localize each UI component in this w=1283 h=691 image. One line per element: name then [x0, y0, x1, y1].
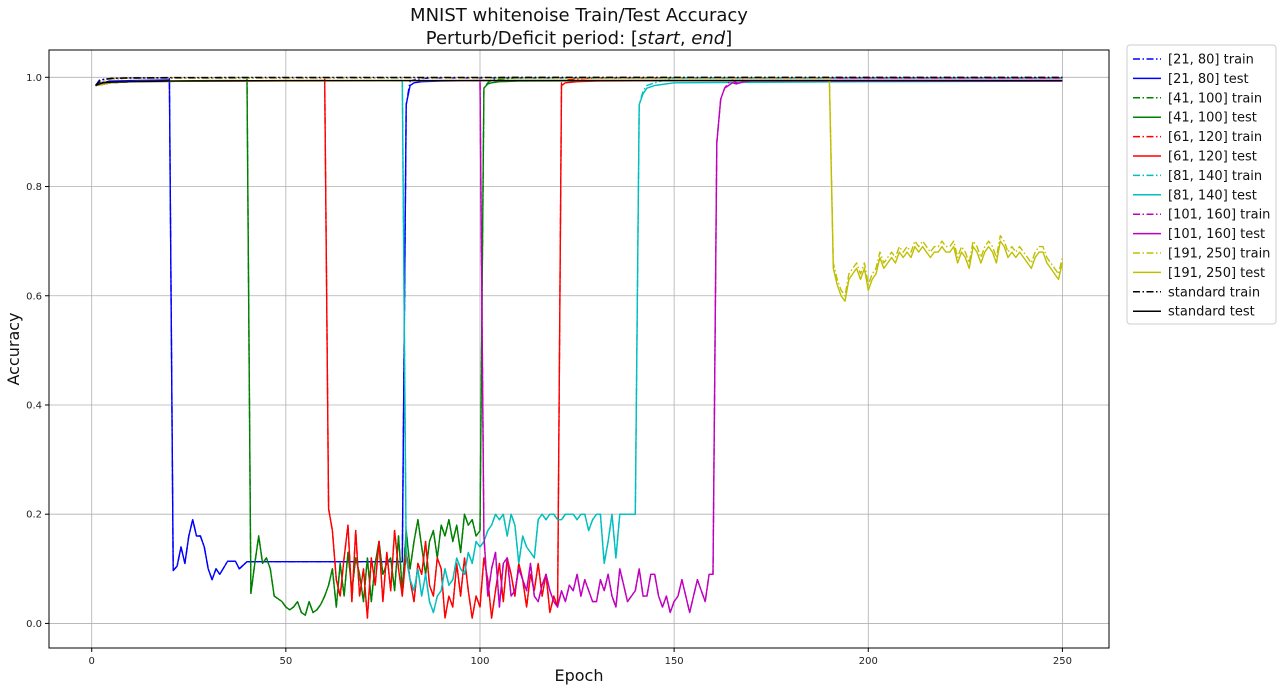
subtitle-start: start — [638, 28, 681, 49]
subtitle-separator: , — [680, 28, 691, 49]
subtitle-suffix: ] — [725, 28, 732, 49]
series-line-61-120-train — [95, 77, 1063, 619]
series-line-191-250-test — [95, 79, 1064, 302]
x-tick-label: 50 — [279, 656, 292, 667]
x-tick-label: 100 — [470, 656, 489, 667]
legend-label: standard train — [1168, 285, 1260, 300]
legend-label: [101, 160] train — [1168, 208, 1270, 223]
y-tick-label: 0.4 — [26, 400, 42, 411]
legend-label: [191, 250] train — [1168, 247, 1270, 262]
x-tick-label: 150 — [665, 656, 684, 667]
series-line-191-250-train — [95, 77, 1064, 297]
axis-ticks: 0 50 100 150 200 250 0.0 0.2 0.4 0.6 0.8 1.0 — [26, 73, 1072, 667]
legend-label: [21, 80] train — [1168, 53, 1254, 68]
legend-label: [41, 100] test — [1168, 111, 1257, 126]
y-tick-label: 0.8 — [26, 182, 42, 193]
chart-subtitle: Perturb/Deficit period: [start, end] — [426, 28, 733, 49]
legend-label: [61, 120] test — [1168, 150, 1257, 165]
series-line-standard-test — [95, 79, 1063, 87]
legend-frame — [1126, 44, 1277, 325]
grid — [49, 50, 1109, 648]
series-line-41-100-train — [95, 77, 1063, 616]
y-axis-label: Accuracy — [4, 312, 23, 385]
x-tick-label: 0 — [89, 656, 95, 667]
legend-label: [191, 250] test — [1168, 266, 1265, 281]
x-tick-label: 200 — [859, 656, 878, 667]
x-axis-label: Epoch — [555, 666, 604, 685]
legend-label: [81, 140] train — [1168, 169, 1262, 184]
legend: [21, 80] train [21, 80] test [41, 100] tra… — [1126, 44, 1277, 325]
series-line-101-160-train — [95, 77, 1063, 614]
series-line-81-140-test — [95, 79, 1063, 614]
legend-label: [81, 140] test — [1168, 188, 1257, 203]
chart-title: MNIST whitenoise Train/Test Accuracy — [410, 5, 748, 26]
subtitle-prefix: Perturb/Deficit period: [ — [426, 28, 638, 49]
series-line-81-140-train — [95, 77, 1063, 614]
series-line-101-160-test — [95, 79, 1063, 614]
series-lines — [95, 76, 1064, 619]
y-tick-label: 0.2 — [26, 510, 42, 521]
legend-label: [21, 80] test — [1168, 72, 1249, 87]
legend-label: [61, 120] train — [1168, 130, 1262, 145]
legend-label: [101, 160] test — [1168, 227, 1265, 242]
y-tick-label: 0.6 — [26, 291, 42, 302]
series-line-61-120-test — [95, 79, 1063, 619]
series-line-21-80-train — [95, 77, 1063, 581]
legend-label: [41, 100] train — [1168, 91, 1262, 106]
series-line-41-100-test — [95, 79, 1063, 616]
y-tick-label: 0.0 — [26, 619, 42, 630]
subtitle-end: end — [691, 28, 725, 49]
plot-frame — [48, 49, 1110, 649]
legend-label: standard test — [1168, 305, 1255, 320]
series-line-21-80-test — [95, 79, 1063, 581]
x-tick-label: 250 — [1053, 656, 1072, 667]
y-tick-label: 1.0 — [26, 73, 42, 84]
